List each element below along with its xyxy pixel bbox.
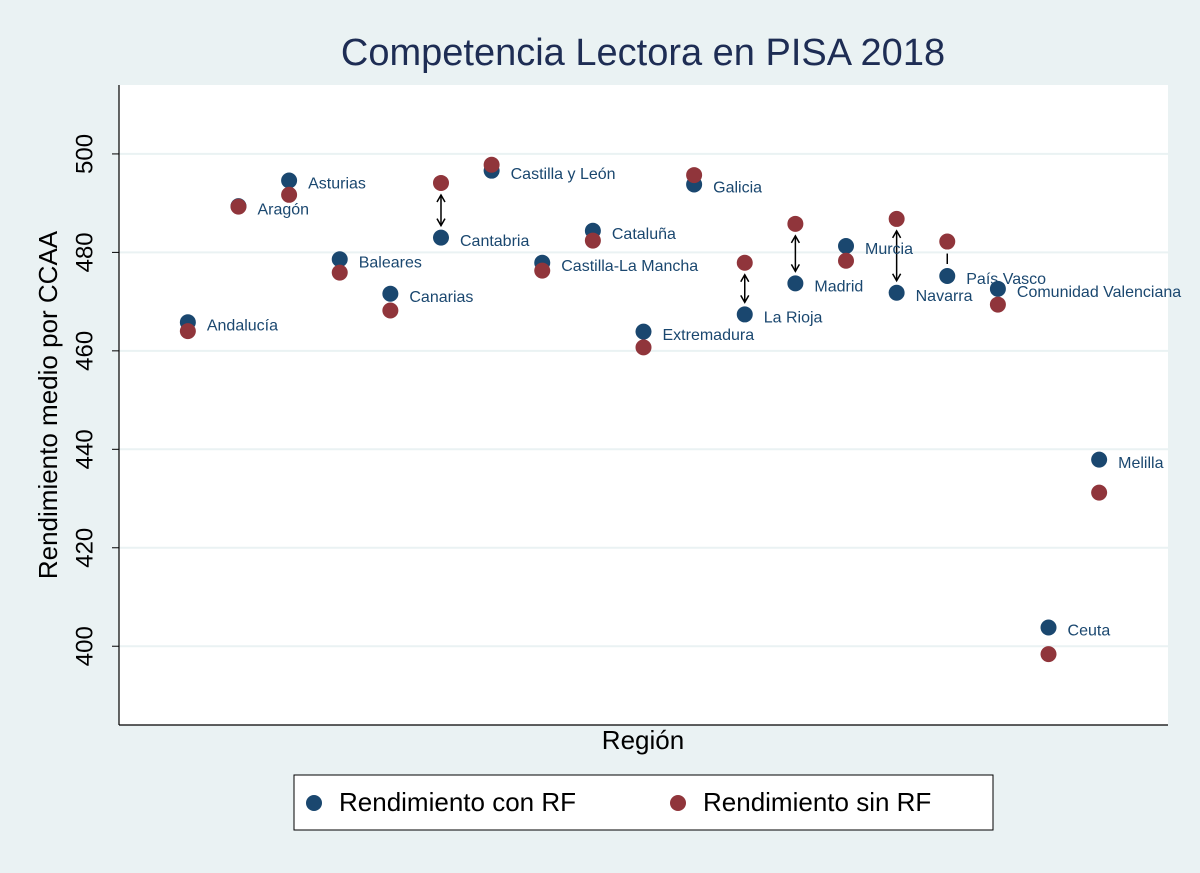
x-axis-label: Región [602, 725, 684, 755]
point-label: Castilla-La Mancha [561, 258, 698, 275]
chart-title: Competencia Lectora en PISA 2018 [341, 32, 945, 74]
point [483, 156, 500, 173]
point-label: Asturias [308, 176, 366, 193]
point [736, 306, 753, 323]
point [787, 275, 804, 292]
arrow-head [790, 264, 801, 273]
point-label: Murcia [865, 241, 913, 258]
point [179, 323, 196, 340]
point [281, 186, 298, 203]
point [635, 323, 652, 340]
arrow-head [740, 295, 750, 304]
y-tick-label: 480 [71, 232, 98, 272]
point-label: Comunidad Valenciana [1017, 284, 1181, 301]
arrow-head [891, 229, 902, 239]
point [382, 285, 399, 302]
point [989, 296, 1006, 313]
point [787, 215, 804, 232]
point [939, 268, 956, 285]
y-tick-label: 460 [71, 331, 98, 371]
point [635, 339, 652, 356]
arrow-head [891, 273, 902, 283]
point-label: Cataluña [612, 226, 676, 243]
point-label: Navarra [916, 288, 973, 305]
point [838, 252, 855, 269]
point [534, 262, 551, 279]
point [939, 233, 956, 250]
point [1040, 619, 1057, 636]
point [888, 210, 905, 227]
marks: Andalucía Aragón Asturias Baleares Canarias C… [179, 156, 1181, 663]
y-tick-label: 500 [71, 134, 98, 174]
point [584, 232, 601, 249]
point-label: Extremadura [663, 327, 755, 344]
legend-items: Rendimiento con RF Rendimiento sin RF [306, 787, 931, 817]
point [331, 251, 348, 268]
legend-marker [670, 795, 686, 811]
point-label: Castilla y León [511, 166, 616, 183]
point-label: Galicia [713, 180, 762, 197]
arrow-head [790, 234, 801, 244]
point [1091, 484, 1108, 501]
point [1091, 451, 1108, 468]
point-label: Aragón [257, 201, 309, 218]
point [432, 174, 449, 191]
point-label: La Rioja [764, 310, 823, 327]
legend-label: Rendimiento sin RF [703, 787, 931, 817]
plot-area [119, 85, 1168, 725]
point [281, 172, 298, 189]
y-tick-label: 420 [71, 528, 98, 568]
y-tick-label: 400 [71, 626, 98, 666]
legend-marker [306, 795, 322, 811]
point [686, 167, 703, 184]
y-axis-label: Rendimiento medio por CCAA [33, 230, 63, 579]
point-label: Andalucía [207, 318, 278, 335]
arrow-head [740, 273, 750, 283]
point-label: Canarias [409, 289, 473, 306]
point [838, 237, 855, 254]
point-label: Melilla [1118, 455, 1163, 472]
arrow-head [436, 193, 446, 203]
point-label: Ceuta [1068, 623, 1111, 640]
legend [293, 774, 994, 831]
grid: 400 420 440 460 480 500 [71, 134, 1168, 666]
point [1040, 646, 1057, 663]
arrow-head [436, 218, 446, 228]
point-label: Cantabria [460, 233, 529, 250]
point [736, 254, 753, 271]
y-tick-label: 440 [71, 429, 98, 469]
point [331, 264, 348, 281]
legend-label: Rendimiento con RF [339, 787, 576, 817]
point-label: País Vasco [966, 271, 1046, 288]
point [432, 229, 449, 246]
point-label: Madrid [814, 279, 863, 296]
point [888, 284, 905, 301]
point [989, 280, 1006, 297]
point [382, 302, 399, 319]
point [230, 198, 247, 215]
point-label: Baleares [359, 254, 422, 271]
